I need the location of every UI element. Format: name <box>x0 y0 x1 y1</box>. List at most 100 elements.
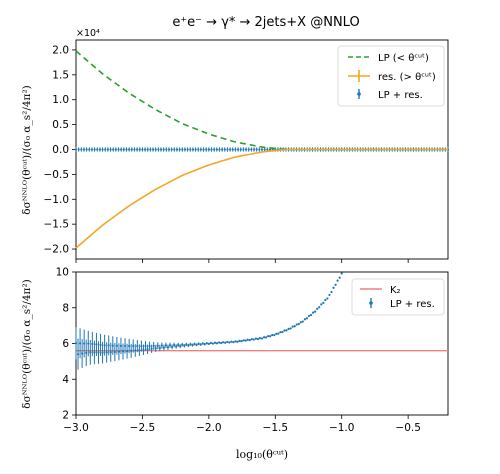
sum-point <box>218 148 221 151</box>
sum-point <box>87 342 90 345</box>
sum-point <box>178 148 181 151</box>
sum-point <box>109 148 112 151</box>
sum-point <box>170 345 174 348</box>
top-y-tick-label: 0.0 <box>52 144 69 156</box>
sum-point <box>322 301 325 304</box>
bottom-y-tick-label: 10 <box>56 267 69 279</box>
sum-point <box>117 350 121 353</box>
sum-point <box>95 343 98 346</box>
sum-point <box>295 323 298 326</box>
sum-point <box>173 148 176 151</box>
sum-point <box>231 148 234 151</box>
sum-point <box>91 342 94 346</box>
sum-point <box>311 311 315 314</box>
sum-point <box>236 148 240 151</box>
sum-point <box>189 343 192 346</box>
top-y-tick-label: 1.0 <box>52 94 69 106</box>
sum-point <box>76 353 80 356</box>
sum-point <box>109 351 112 354</box>
sum-point <box>297 322 300 326</box>
sum-point <box>85 148 88 151</box>
sum-point <box>279 331 282 334</box>
sum-point <box>285 329 288 332</box>
sum-point <box>175 148 179 151</box>
sum-point <box>105 351 108 354</box>
sum-point <box>130 349 133 352</box>
sum-point <box>186 148 189 151</box>
sum-point <box>242 148 245 151</box>
sum-point <box>236 340 239 343</box>
sum-point <box>183 148 187 151</box>
bottom-y-axis: 2 4 6 8 10 <box>56 267 76 422</box>
sum-point <box>268 148 272 151</box>
sum-point <box>293 325 296 328</box>
sum-point <box>247 148 250 151</box>
sum-point <box>221 148 224 151</box>
sum-point <box>104 148 107 151</box>
sum-point <box>242 339 245 342</box>
sum-point <box>101 351 104 354</box>
sum-point <box>207 342 210 345</box>
top-y-tick-label: 1.5 <box>52 69 69 81</box>
sum-point <box>77 148 80 151</box>
top-y-tick-label: −0.5 <box>44 169 70 181</box>
sum-point <box>305 317 309 320</box>
sum-point <box>197 342 200 345</box>
sum-point <box>167 148 171 151</box>
sum-point <box>82 148 86 151</box>
legend-swatch-sum <box>357 92 361 96</box>
sum-point <box>271 333 274 337</box>
sum-point <box>158 346 161 350</box>
sum-point <box>255 148 258 151</box>
bottom-y-axis-label: δσᴺᴺᴸᴼ(θᶜᵘᵗ)/(σ₀ α_s²/4π²) <box>21 279 33 409</box>
sum-point <box>189 148 192 151</box>
sum-point <box>220 341 223 345</box>
sum-point <box>191 148 195 151</box>
sum-point <box>287 327 290 330</box>
sum-point <box>197 148 200 151</box>
sum-point <box>130 148 133 151</box>
sum-point <box>291 325 294 328</box>
sum-point <box>289 327 292 330</box>
sum-point <box>232 341 235 344</box>
sum-point <box>138 349 141 352</box>
sum-point <box>314 310 317 313</box>
sum-point <box>301 320 304 323</box>
sum-point <box>213 148 216 151</box>
bottom-legend-frame <box>351 278 445 316</box>
sum-point <box>269 335 272 338</box>
sum-point <box>303 318 307 321</box>
sum-point <box>99 343 102 346</box>
sum-point <box>318 306 321 309</box>
sum-point <box>256 337 260 341</box>
top-y-tick-label: −1.0 <box>44 194 70 206</box>
sum-point <box>122 148 125 151</box>
sum-point <box>175 345 178 348</box>
legend-label-res: res. (> θᶜᵘᵗ) <box>378 72 436 83</box>
sum-point <box>154 148 157 151</box>
sum-point <box>260 148 264 151</box>
bottom-y-tick-label: 2 <box>62 410 69 422</box>
sum-point <box>123 344 127 348</box>
sum-point <box>211 342 215 345</box>
sum-point <box>88 148 91 151</box>
legend-label-lp: LP (< θᶜᵘᵗ) <box>378 53 429 64</box>
sum-point <box>246 338 249 341</box>
sum-point <box>266 148 269 151</box>
sum-point <box>226 148 229 151</box>
sum-point <box>234 148 237 151</box>
sum-point <box>250 338 253 341</box>
sum-point <box>133 148 136 151</box>
sum-point <box>149 148 152 151</box>
sum-point <box>320 303 323 306</box>
sum-point <box>111 344 114 347</box>
top-legend-frame <box>337 45 445 107</box>
sum-point <box>262 336 266 339</box>
sum-point <box>340 272 343 275</box>
sum-point <box>193 342 196 346</box>
sum-point <box>146 348 149 351</box>
sum-point <box>229 148 232 151</box>
sum-point <box>78 342 82 345</box>
sum-point <box>222 341 225 344</box>
